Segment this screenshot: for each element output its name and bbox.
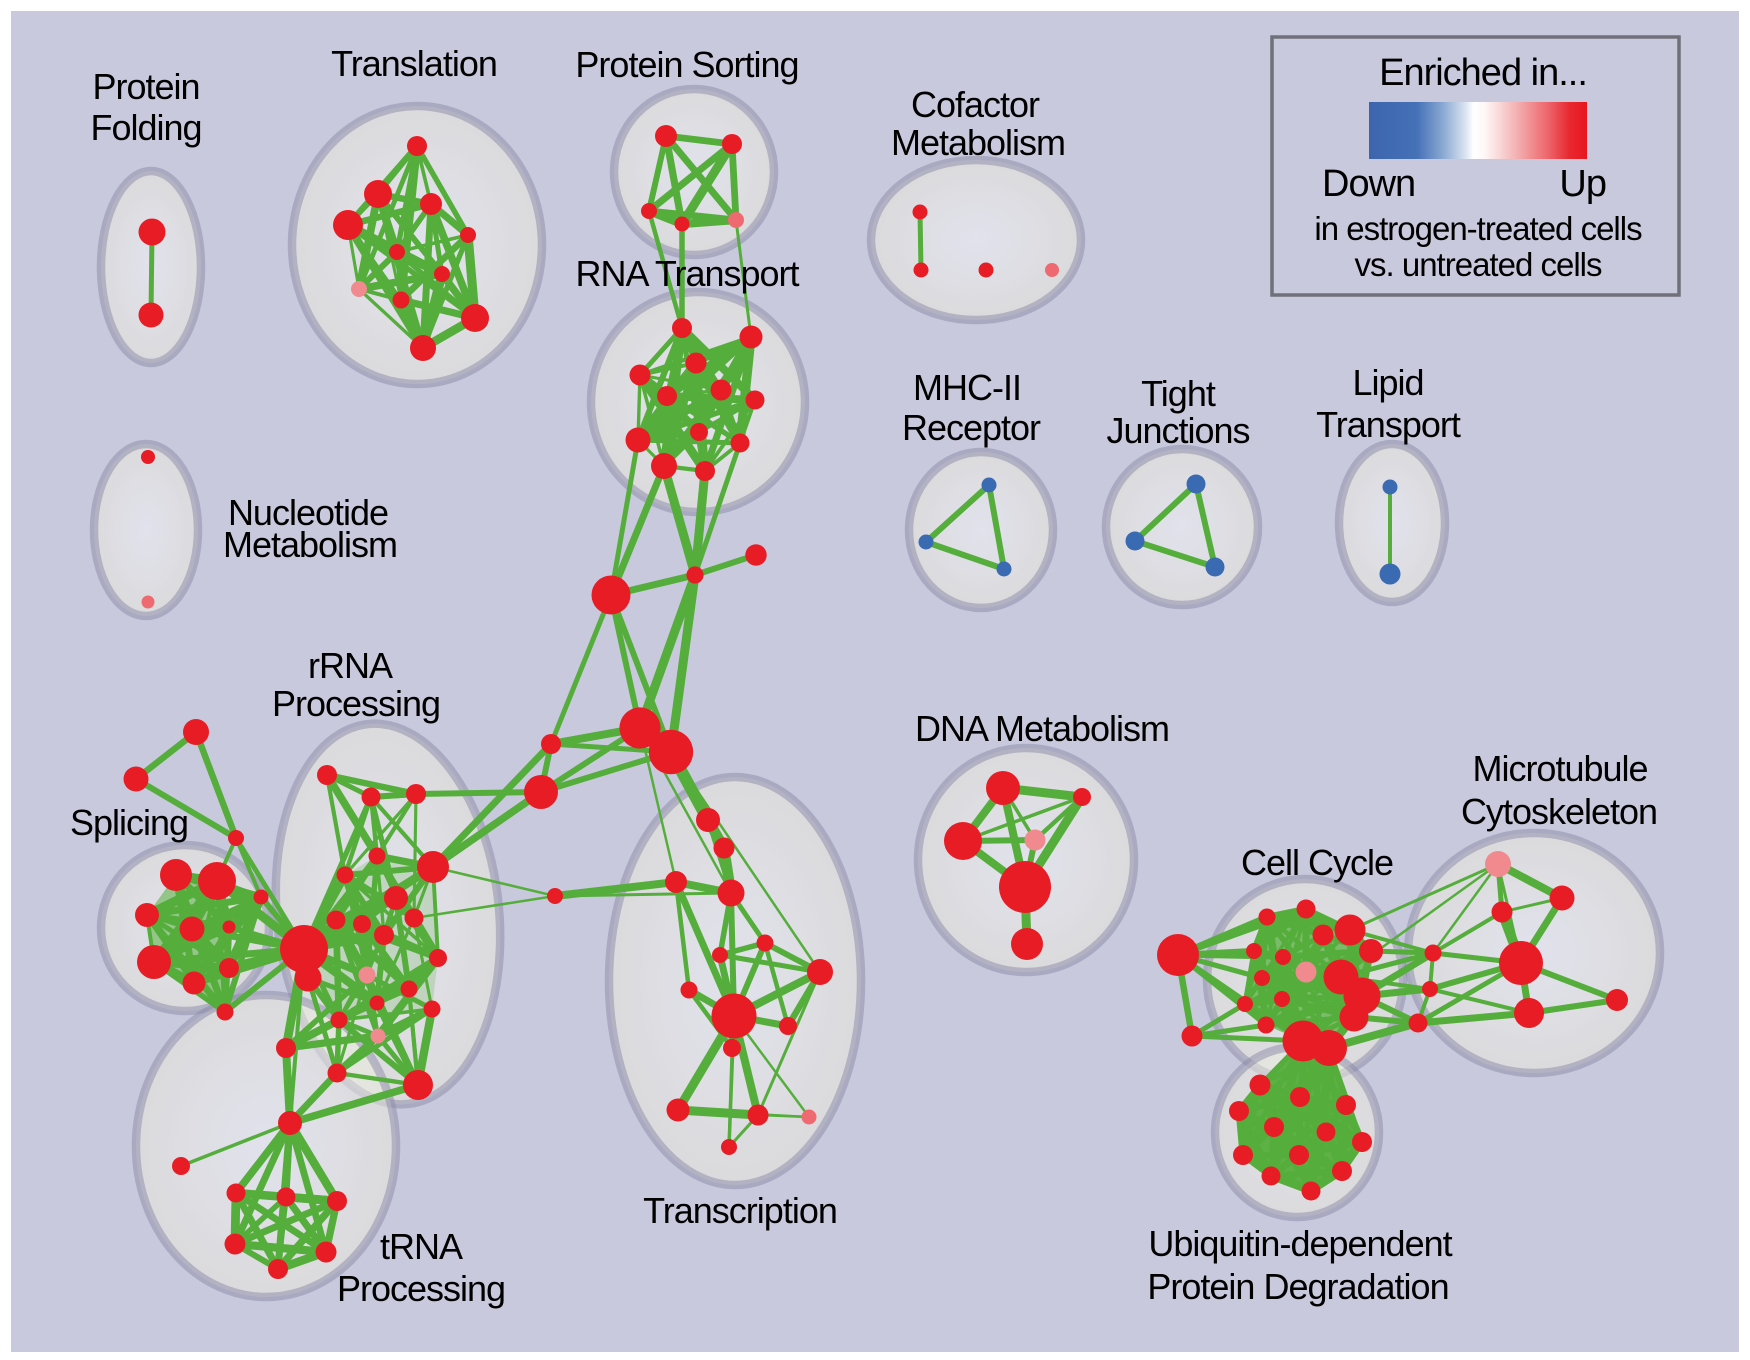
svg-text:Cytoskeleton: Cytoskeleton [1461, 791, 1657, 832]
svg-text:Processing: Processing [272, 683, 440, 724]
svg-text:Protein: Protein [92, 66, 199, 107]
svg-text:Processing: Processing [337, 1268, 505, 1309]
svg-text:MHC-II: MHC-II [913, 367, 1021, 408]
svg-text:Nucleotide: Nucleotide [228, 492, 388, 533]
svg-text:tRNA: tRNA [380, 1226, 463, 1267]
svg-text:in estrogen-treated cells: in estrogen-treated cells [1314, 210, 1642, 247]
svg-text:RNA Transport: RNA Transport [575, 253, 799, 294]
svg-text:Lipid: Lipid [1352, 362, 1423, 403]
svg-text:Transcription: Transcription [643, 1190, 837, 1231]
svg-text:DNA Metabolism: DNA Metabolism [915, 708, 1169, 749]
svg-text:Cofactor: Cofactor [911, 84, 1040, 125]
svg-text:Metabolism: Metabolism [891, 122, 1065, 163]
svg-text:Microtubule: Microtubule [1472, 748, 1647, 789]
svg-text:Receptor: Receptor [902, 407, 1041, 448]
svg-text:Ubiquitin-dependent: Ubiquitin-dependent [1148, 1223, 1452, 1264]
svg-text:Translation: Translation [331, 43, 497, 84]
svg-text:Protein Degradation: Protein Degradation [1147, 1266, 1448, 1307]
svg-text:Down: Down [1322, 163, 1415, 205]
svg-text:vs. untreated cells: vs. untreated cells [1355, 246, 1602, 283]
svg-text:rRNA: rRNA [308, 645, 393, 686]
svg-text:Protein Sorting: Protein Sorting [575, 44, 798, 85]
svg-text:Enriched in...: Enriched in... [1379, 52, 1587, 94]
svg-text:Metabolism: Metabolism [223, 524, 397, 565]
svg-text:Tight: Tight [1141, 373, 1216, 414]
svg-text:Splicing: Splicing [70, 802, 188, 843]
svg-text:Folding: Folding [90, 107, 201, 148]
svg-text:Up: Up [1559, 163, 1606, 205]
svg-text:Junctions: Junctions [1106, 410, 1249, 451]
svg-text:Cell Cycle: Cell Cycle [1241, 842, 1393, 883]
svg-text:Transport: Transport [1316, 404, 1461, 445]
